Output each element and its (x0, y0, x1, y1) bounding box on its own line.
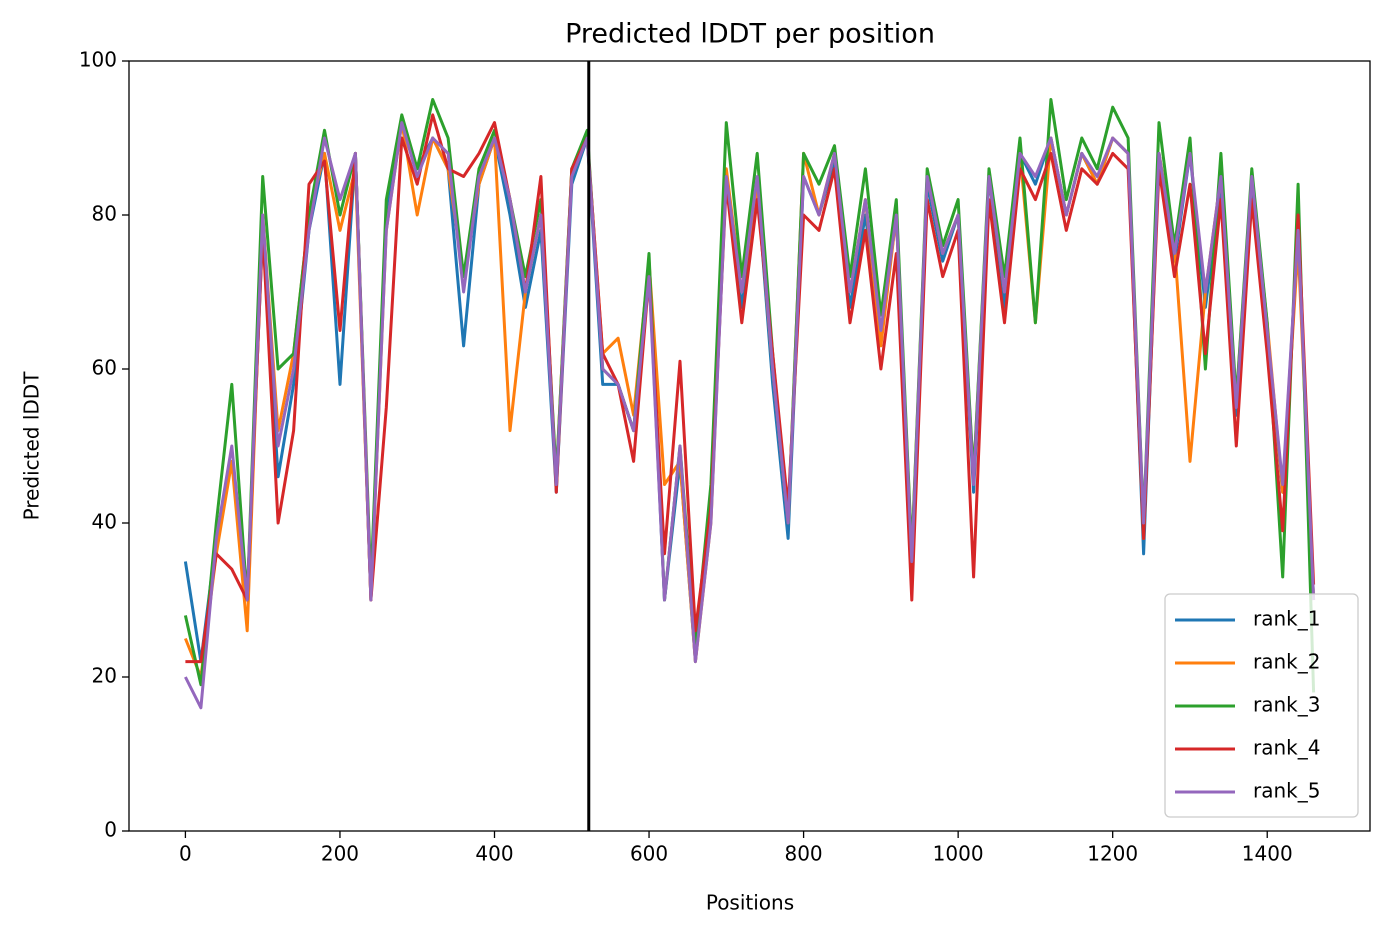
x-tick-label: 0 (179, 842, 192, 866)
series-line (185, 113, 1316, 664)
plot-frame (128, 60, 1371, 832)
x-tick-label: 200 (321, 842, 359, 866)
x-tick-label: 400 (475, 842, 513, 866)
y-tick-label: 60 (92, 356, 117, 380)
y-axis-label: Predicted lDDT (20, 371, 44, 521)
x-tick-label: 1400 (1242, 842, 1293, 866)
legend-label: rank_3 (1253, 693, 1320, 717)
x-tick-label: 1000 (933, 842, 984, 866)
x-tick-label: 600 (630, 842, 668, 866)
y-tick-label: 0 (104, 818, 117, 842)
series-line (184, 121, 1316, 710)
y-tick-label: 20 (92, 664, 117, 688)
legend-label: rank_5 (1253, 779, 1320, 803)
chart-title: Predicted lDDT per position (565, 19, 935, 50)
y-tick-label: 100 (79, 48, 117, 72)
x-tick-label: 1200 (1087, 842, 1138, 866)
legend-box (1164, 593, 1359, 818)
x-tick-label: 800 (784, 842, 822, 866)
legend-label: rank_4 (1253, 736, 1320, 760)
y-tick-label: 40 (92, 510, 117, 534)
y-tick-label: 80 (92, 202, 117, 226)
legend-label: rank_2 (1253, 650, 1320, 674)
legend-label: rank_1 (1253, 607, 1320, 631)
x-axis-label: Positions (706, 891, 794, 915)
